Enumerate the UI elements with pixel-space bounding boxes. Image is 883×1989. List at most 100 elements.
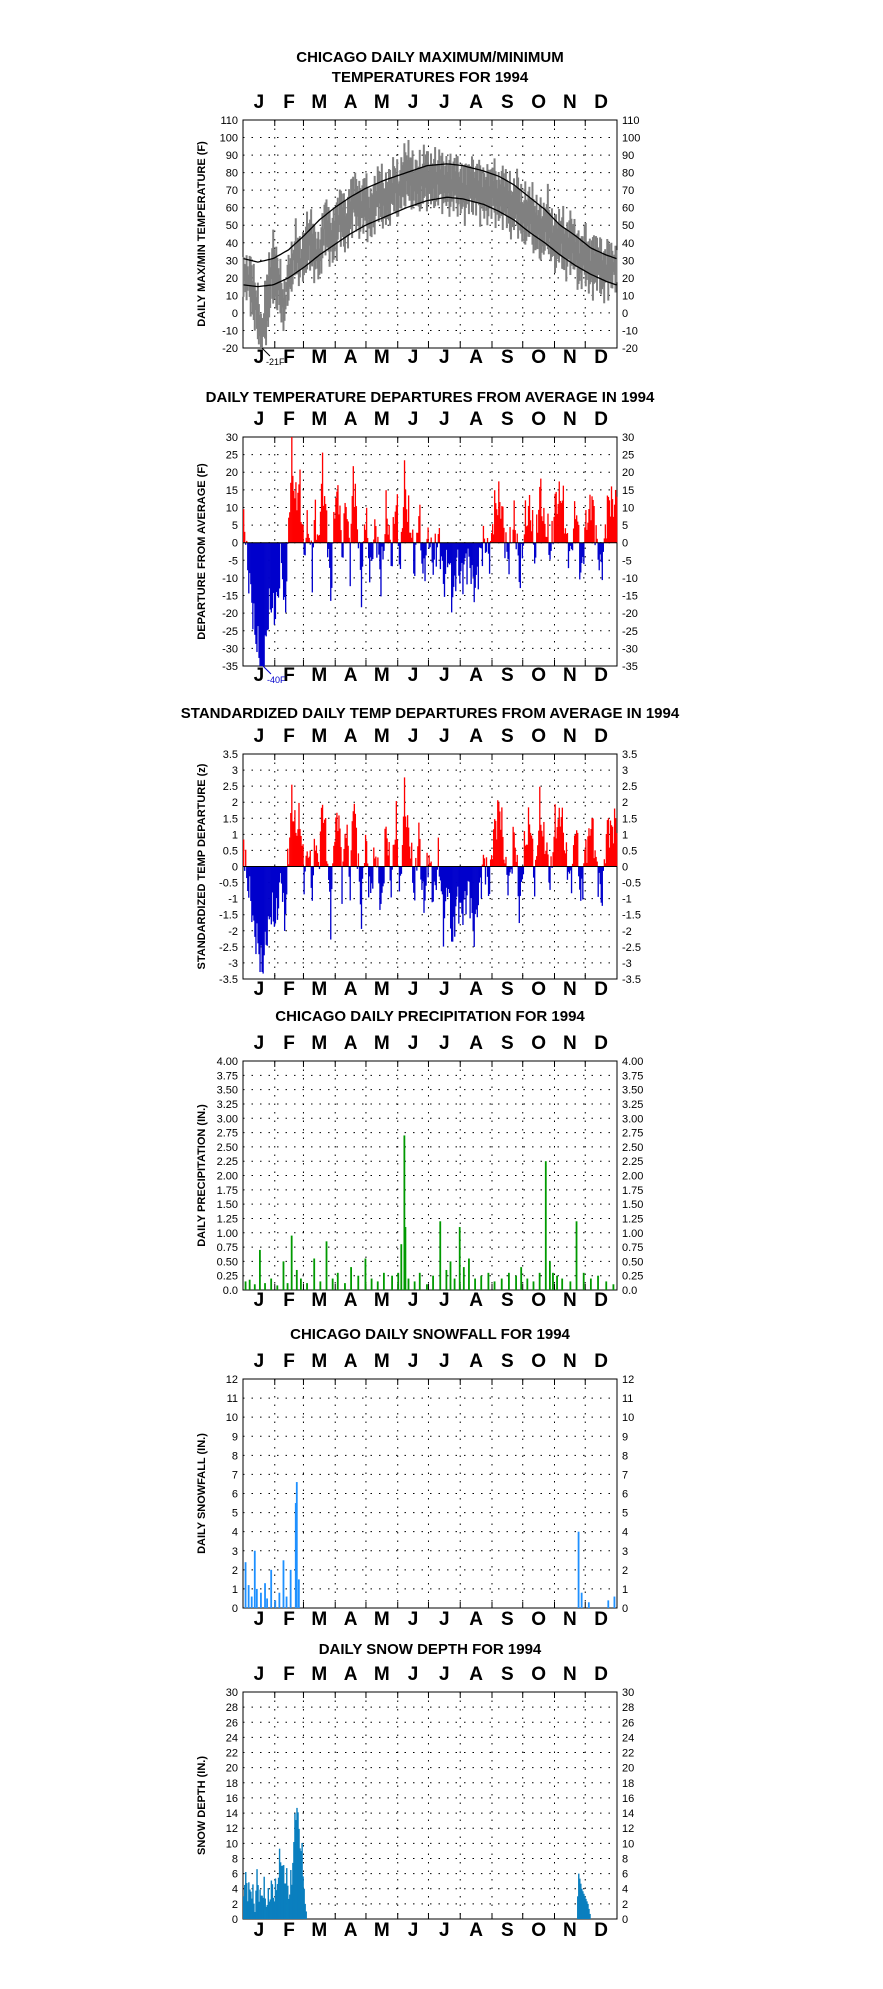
precip-bar bbox=[403, 1135, 406, 1290]
negative-departure-bar bbox=[433, 542, 435, 560]
positive-departure-bar bbox=[310, 540, 312, 543]
positive-departure-bar bbox=[307, 858, 309, 867]
negative-departure-bar bbox=[479, 542, 482, 548]
precip-bar bbox=[493, 1281, 496, 1290]
y-tick-right: 3.75 bbox=[622, 1070, 643, 1082]
negative-departure-bar bbox=[357, 542, 360, 549]
negative-departure-bar bbox=[451, 866, 453, 942]
y-tick-right: 8 bbox=[622, 1853, 628, 1865]
positive-departure-bar bbox=[297, 829, 299, 867]
precip-bar bbox=[449, 1261, 452, 1290]
month-label-top: A bbox=[344, 726, 358, 747]
negative-departure-bar bbox=[280, 866, 283, 884]
positive-departure-bar bbox=[565, 533, 568, 543]
negative-departure-bar bbox=[253, 866, 255, 921]
negative-departure-bar bbox=[276, 866, 279, 920]
negative-departure-bar bbox=[582, 542, 584, 557]
month-label-bottom: D bbox=[594, 665, 608, 686]
positive-departure-bar bbox=[592, 818, 594, 867]
positive-departure-bar bbox=[563, 533, 566, 543]
negative-departure-bar bbox=[381, 866, 383, 893]
month-label-bottom: J bbox=[254, 1290, 265, 1311]
precip-bar bbox=[397, 1272, 400, 1290]
negative-departure-bar bbox=[257, 542, 259, 627]
negative-departure-bar bbox=[449, 542, 452, 563]
positive-departure-bar bbox=[324, 503, 327, 543]
negative-departure-bar bbox=[303, 542, 305, 555]
positive-departure-bar bbox=[394, 511, 396, 543]
y-tick-left: -0.5 bbox=[219, 878, 238, 890]
y-tick-right: 1 bbox=[622, 1584, 628, 1596]
month-label-top: F bbox=[283, 409, 295, 430]
positive-departure-bar bbox=[243, 509, 245, 543]
positive-departure-bar bbox=[296, 835, 298, 867]
y-tick-left: 0 bbox=[232, 308, 238, 320]
negative-departure-bar bbox=[267, 542, 269, 630]
extreme-pointer bbox=[262, 665, 272, 675]
negative-departure-bar bbox=[581, 866, 583, 879]
positive-departure-bar bbox=[336, 812, 338, 867]
positive-departure-bar bbox=[309, 850, 311, 867]
month-label-top: M bbox=[374, 726, 390, 747]
snow-depth-bar bbox=[260, 1895, 262, 1919]
negative-departure-bar bbox=[434, 866, 436, 886]
month-label-bottom: M bbox=[311, 1290, 327, 1311]
negative-departure-bar bbox=[272, 866, 275, 922]
y-tick-left: 40 bbox=[226, 238, 238, 250]
snow-depth-bar bbox=[257, 1885, 259, 1919]
positive-departure-bar bbox=[525, 526, 528, 543]
y-tick-right: 1.25 bbox=[622, 1213, 643, 1225]
y-tick-left: 10 bbox=[226, 1838, 238, 1850]
month-label-top: S bbox=[501, 1033, 514, 1054]
y-tick-left: 60 bbox=[226, 203, 238, 215]
negative-departure-bar bbox=[287, 542, 289, 544]
positive-departure-bar bbox=[320, 483, 323, 543]
y-tick-left: 4.00 bbox=[217, 1056, 238, 1068]
positive-departure-bar bbox=[552, 852, 554, 867]
negative-departure-bar bbox=[274, 866, 277, 924]
positive-departure-bar bbox=[559, 500, 561, 543]
y-tick-left: 50 bbox=[226, 220, 238, 232]
negative-departure-bar bbox=[261, 542, 263, 666]
positive-departure-bar bbox=[410, 532, 412, 543]
month-label-bottom: A bbox=[344, 665, 358, 686]
snow-depth-bar bbox=[588, 1908, 590, 1919]
precip-bar bbox=[370, 1278, 373, 1290]
negative-departure-bar bbox=[331, 542, 333, 588]
y-tick-left: 30 bbox=[226, 1687, 238, 1699]
positive-departure-bar bbox=[493, 534, 495, 543]
y-axis-label: DAILY SNOWFALL (IN.) bbox=[196, 1433, 208, 1554]
positive-departure-bar bbox=[404, 489, 407, 543]
positive-departure-bar bbox=[591, 817, 593, 867]
positive-departure-bar bbox=[384, 534, 386, 543]
month-label-bottom: D bbox=[594, 1609, 608, 1630]
y-tick-right: -35 bbox=[622, 661, 638, 673]
negative-departure-bar bbox=[454, 866, 456, 937]
positive-departure-bar bbox=[530, 835, 533, 867]
negative-departure-bar bbox=[534, 866, 536, 897]
snow-depth-bar bbox=[581, 1888, 583, 1919]
negative-departure-bar bbox=[261, 866, 263, 972]
snow-depth-bar bbox=[583, 1893, 585, 1919]
negative-departure-bar bbox=[312, 866, 315, 876]
positive-departure-bar bbox=[300, 835, 302, 867]
positive-departure-bar bbox=[438, 527, 441, 543]
positive-departure-bar bbox=[437, 837, 440, 867]
month-label-top: M bbox=[311, 92, 327, 113]
month-label-bottom: S bbox=[501, 979, 514, 1000]
negative-departure-bar bbox=[260, 866, 262, 946]
negative-departure-bar bbox=[428, 542, 430, 549]
positive-departure-bar bbox=[554, 493, 556, 543]
y-tick-left: 7 bbox=[232, 1469, 238, 1481]
negative-departure-bar bbox=[447, 866, 450, 890]
negative-departure-bar bbox=[330, 866, 332, 940]
positive-departure-bar bbox=[512, 826, 514, 867]
y-tick-right: 12 bbox=[622, 1374, 634, 1386]
negative-departure-bar bbox=[285, 542, 287, 613]
positive-departure-bar bbox=[498, 481, 500, 543]
positive-departure-bar bbox=[541, 516, 543, 543]
y-tick-right: 8 bbox=[622, 1450, 628, 1462]
snowfall-bar bbox=[278, 1592, 281, 1608]
y-tick-left: 8 bbox=[232, 1450, 238, 1462]
snow-depth-bar bbox=[578, 1873, 580, 1919]
